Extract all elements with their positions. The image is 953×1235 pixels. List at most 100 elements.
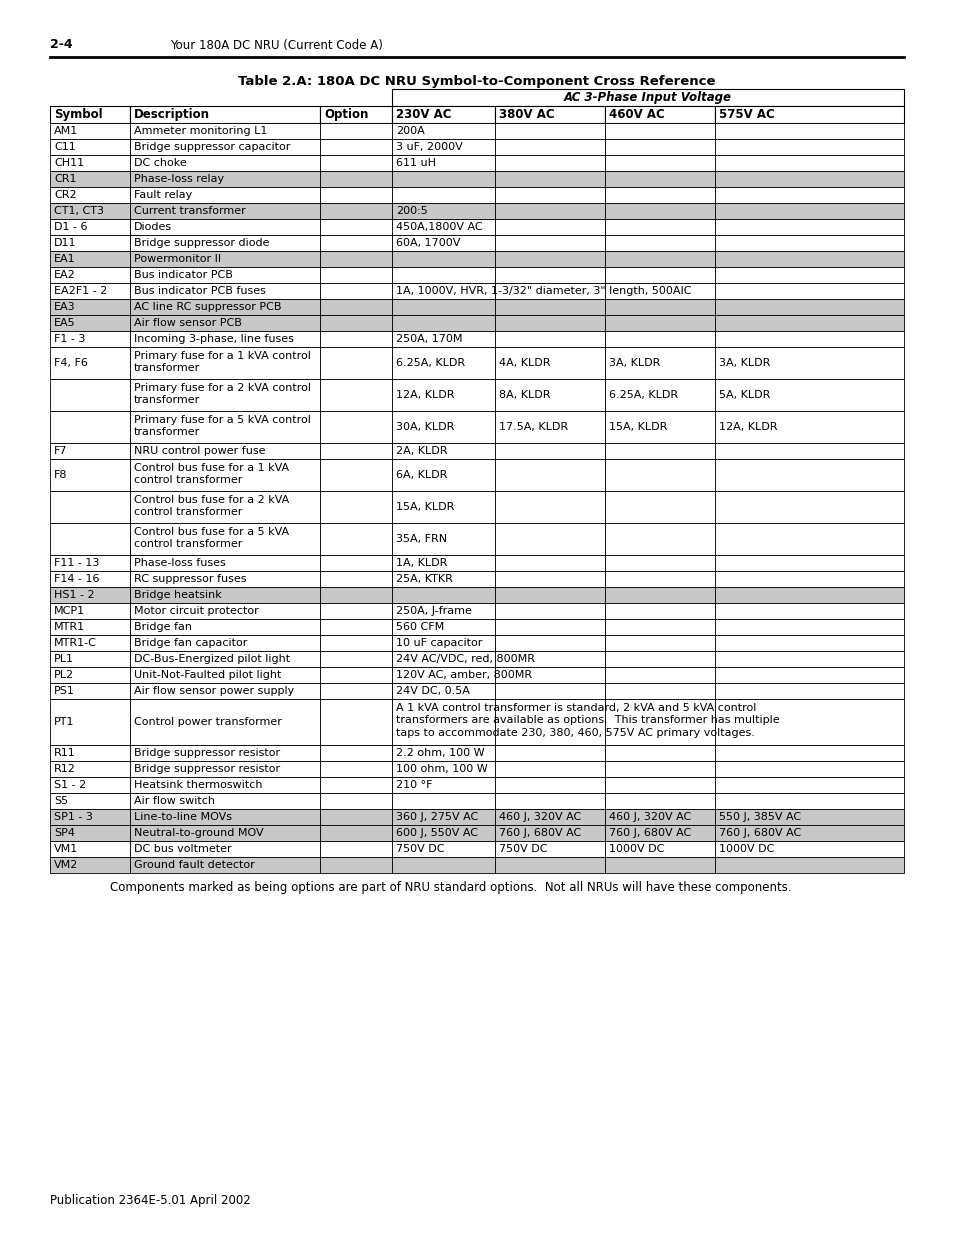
Text: EA3: EA3 bbox=[54, 303, 75, 312]
Text: PL2: PL2 bbox=[54, 671, 74, 680]
Text: DC-Bus-Energized pilot light: DC-Bus-Energized pilot light bbox=[133, 655, 290, 664]
Bar bbox=[130, 235, 319, 251]
Bar bbox=[130, 809, 319, 825]
Bar bbox=[130, 347, 319, 379]
Bar bbox=[319, 555, 392, 571]
Text: R11: R11 bbox=[54, 748, 75, 758]
Bar bbox=[130, 825, 319, 841]
Bar bbox=[495, 857, 604, 873]
Text: 250A, 170M: 250A, 170M bbox=[395, 333, 462, 345]
Text: Air flow sensor power supply: Air flow sensor power supply bbox=[133, 685, 294, 697]
Bar bbox=[319, 492, 392, 522]
Text: D11: D11 bbox=[54, 238, 76, 248]
Bar bbox=[714, 492, 903, 522]
Text: Control bus fuse for a 1 kVA
control transformer: Control bus fuse for a 1 kVA control tra… bbox=[133, 463, 289, 485]
Bar bbox=[319, 203, 392, 219]
Bar bbox=[495, 411, 604, 443]
Bar bbox=[319, 379, 392, 411]
Bar bbox=[319, 587, 392, 603]
Bar bbox=[714, 459, 903, 492]
Bar bbox=[714, 106, 903, 124]
Bar bbox=[130, 315, 319, 331]
Bar bbox=[392, 283, 495, 299]
Bar bbox=[319, 299, 392, 315]
Bar bbox=[50, 156, 130, 170]
Bar bbox=[319, 235, 392, 251]
Bar bbox=[392, 315, 495, 331]
Bar bbox=[130, 667, 319, 683]
Bar bbox=[50, 443, 130, 459]
Text: Current transformer: Current transformer bbox=[133, 206, 246, 216]
Bar bbox=[714, 761, 903, 777]
Bar bbox=[392, 459, 495, 492]
Bar bbox=[392, 124, 495, 140]
Bar bbox=[130, 331, 319, 347]
Bar bbox=[50, 571, 130, 587]
Text: 600 J, 550V AC: 600 J, 550V AC bbox=[395, 827, 477, 839]
Text: S5: S5 bbox=[54, 797, 68, 806]
Bar bbox=[50, 745, 130, 761]
Bar bbox=[130, 203, 319, 219]
Text: 3A, KLDR: 3A, KLDR bbox=[608, 358, 659, 368]
Bar bbox=[130, 587, 319, 603]
Text: 5A, KLDR: 5A, KLDR bbox=[719, 390, 770, 400]
Bar bbox=[392, 793, 495, 809]
Bar bbox=[392, 651, 495, 667]
Bar bbox=[50, 411, 130, 443]
Text: NRU control power fuse: NRU control power fuse bbox=[133, 446, 265, 456]
Text: 25A, KTKR: 25A, KTKR bbox=[395, 574, 453, 584]
Bar bbox=[714, 619, 903, 635]
Bar bbox=[319, 283, 392, 299]
Text: MTR1-C: MTR1-C bbox=[54, 638, 97, 648]
Bar bbox=[319, 267, 392, 283]
Bar bbox=[714, 571, 903, 587]
Bar bbox=[714, 219, 903, 235]
Bar bbox=[714, 777, 903, 793]
Text: F4, F6: F4, F6 bbox=[54, 358, 88, 368]
Bar bbox=[319, 186, 392, 203]
Text: 4A, KLDR: 4A, KLDR bbox=[498, 358, 550, 368]
Bar bbox=[50, 825, 130, 841]
Bar bbox=[392, 347, 495, 379]
Text: 380V AC: 380V AC bbox=[498, 107, 554, 121]
Bar bbox=[130, 411, 319, 443]
Bar bbox=[604, 299, 714, 315]
Text: 575V AC: 575V AC bbox=[719, 107, 774, 121]
Bar bbox=[392, 379, 495, 411]
Bar bbox=[392, 203, 495, 219]
Text: Phase-loss relay: Phase-loss relay bbox=[133, 174, 224, 184]
Text: 6.25A, KLDR: 6.25A, KLDR bbox=[395, 358, 465, 368]
Text: Line-to-line MOVs: Line-to-line MOVs bbox=[133, 811, 232, 823]
Text: Ammeter monitoring L1: Ammeter monitoring L1 bbox=[133, 126, 267, 136]
Bar bbox=[495, 443, 604, 459]
Text: 3A, KLDR: 3A, KLDR bbox=[719, 358, 770, 368]
Bar bbox=[495, 235, 604, 251]
Bar bbox=[714, 683, 903, 699]
Bar bbox=[392, 186, 495, 203]
Bar bbox=[714, 170, 903, 186]
Bar bbox=[392, 411, 495, 443]
Bar bbox=[495, 635, 604, 651]
Bar bbox=[392, 667, 495, 683]
Text: 35A, FRN: 35A, FRN bbox=[395, 534, 447, 543]
Bar bbox=[392, 777, 495, 793]
Bar bbox=[604, 315, 714, 331]
Text: Air flow switch: Air flow switch bbox=[133, 797, 214, 806]
Text: 120V AC, amber, 800MR: 120V AC, amber, 800MR bbox=[395, 671, 532, 680]
Bar bbox=[130, 379, 319, 411]
Text: 1000V DC: 1000V DC bbox=[608, 844, 663, 853]
Text: F1 - 3: F1 - 3 bbox=[54, 333, 85, 345]
Text: 24V DC, 0.5A: 24V DC, 0.5A bbox=[395, 685, 470, 697]
Text: 15A, KLDR: 15A, KLDR bbox=[395, 501, 454, 513]
Bar bbox=[604, 140, 714, 156]
Bar bbox=[495, 683, 604, 699]
Text: 24V AC/VDC, red, 800MR: 24V AC/VDC, red, 800MR bbox=[395, 655, 535, 664]
Bar bbox=[130, 603, 319, 619]
Text: Symbol: Symbol bbox=[54, 107, 103, 121]
Bar bbox=[714, 315, 903, 331]
Bar bbox=[319, 857, 392, 873]
Bar bbox=[319, 635, 392, 651]
Bar bbox=[604, 203, 714, 219]
Bar bbox=[604, 683, 714, 699]
Bar bbox=[604, 251, 714, 267]
